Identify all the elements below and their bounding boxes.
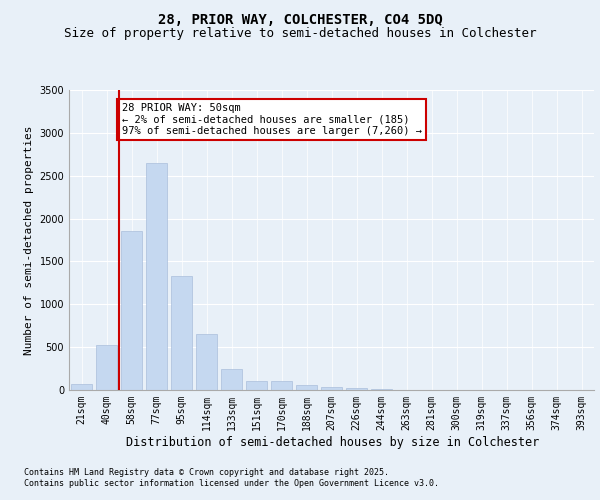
Bar [296, 386, 317, 390]
Bar [171, 276, 192, 390]
Text: 28, PRIOR WAY, COLCHESTER, CO4 5DQ: 28, PRIOR WAY, COLCHESTER, CO4 5DQ [158, 12, 442, 26]
Bar [221, 370, 242, 390]
Bar [146, 163, 167, 390]
Text: Contains HM Land Registry data © Crown copyright and database right 2025.: Contains HM Land Registry data © Crown c… [24, 468, 389, 477]
Text: Size of property relative to semi-detached houses in Colchester: Size of property relative to semi-detach… [64, 28, 536, 40]
Y-axis label: Number of semi-detached properties: Number of semi-detached properties [24, 125, 34, 355]
Bar [346, 388, 367, 390]
Bar [271, 382, 292, 390]
Bar [246, 381, 267, 390]
Text: Contains public sector information licensed under the Open Government Licence v3: Contains public sector information licen… [24, 479, 439, 488]
Bar [371, 388, 392, 390]
Bar [71, 384, 92, 390]
Bar [321, 388, 342, 390]
Bar [196, 334, 217, 390]
Bar [121, 232, 142, 390]
Bar [96, 344, 117, 390]
Text: 28 PRIOR WAY: 50sqm
← 2% of semi-detached houses are smaller (185)
97% of semi-d: 28 PRIOR WAY: 50sqm ← 2% of semi-detache… [121, 103, 421, 136]
Text: Distribution of semi-detached houses by size in Colchester: Distribution of semi-detached houses by … [127, 436, 539, 449]
